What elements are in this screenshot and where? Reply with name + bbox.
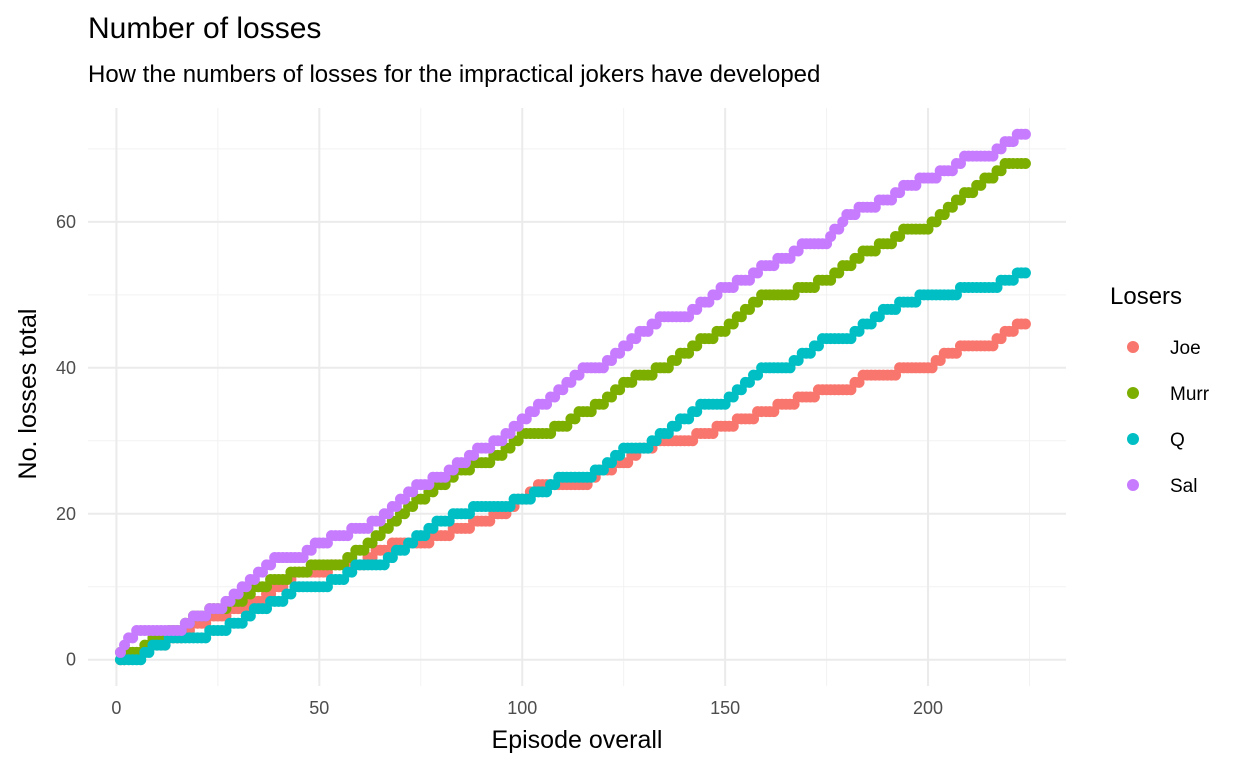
y-axis-title: No. losses total [14, 309, 42, 480]
legend-label-joe: Joe [1170, 338, 1201, 359]
legend-title: Losers [1110, 283, 1182, 310]
legend-label-sal: Sal [1170, 476, 1197, 497]
series-q [114, 267, 1031, 666]
y-tick-label: 40 [56, 358, 76, 378]
legend-key-joe [1127, 341, 1139, 353]
series-layer [114, 128, 1031, 666]
y-axis-ticks: 0 20 40 60 [56, 212, 76, 670]
data-point [1019, 318, 1031, 330]
legend-key-murr [1127, 387, 1139, 399]
x-tick-label: 200 [913, 698, 943, 718]
series-sal [114, 128, 1031, 658]
legend-label-murr: Murr [1170, 384, 1210, 405]
x-tick-label: 100 [507, 698, 537, 718]
x-tick-label: 150 [710, 698, 740, 718]
x-axis-ticks: 0 50 100 150 200 [111, 698, 943, 718]
y-tick-label: 20 [56, 504, 76, 524]
x-tick-label: 0 [111, 698, 121, 718]
chart-title: Number of losses [88, 12, 321, 45]
legend-key-q [1127, 433, 1139, 445]
chart-subtitle: How the numbers of losses for the imprac… [88, 61, 820, 88]
y-tick-label: 0 [66, 650, 76, 670]
legend-label-q: Q [1170, 430, 1185, 451]
y-tick-label: 60 [56, 212, 76, 232]
x-tick-label: 50 [309, 698, 329, 718]
data-point [1019, 128, 1031, 140]
legend-key-sal [1127, 479, 1139, 491]
data-point [1019, 157, 1031, 169]
legend: Losers Joe Murr Q Sal [1110, 283, 1210, 497]
x-axis-title: Episode overall [492, 726, 663, 754]
data-point [1019, 267, 1031, 279]
